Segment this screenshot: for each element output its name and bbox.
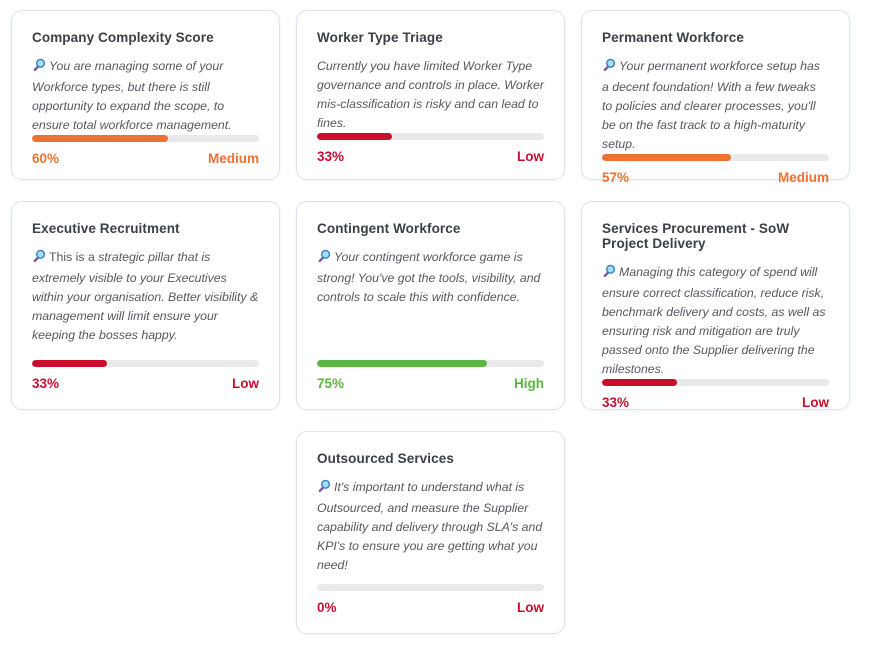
card-description-text: strategic pillar that is extremely visib…	[32, 250, 259, 343]
progress-track	[317, 133, 544, 141]
magnifying-glass-icon	[317, 479, 331, 499]
score-percent: 33%	[32, 376, 60, 391]
card-description: This is a strategic pillar that is extre…	[32, 248, 259, 345]
card-description: You are managing some of your Workforce …	[32, 57, 259, 135]
score-labels: 33% Low	[32, 376, 259, 391]
card-description: Currently you have limited Worker Type g…	[317, 57, 544, 133]
card-description-intro: This is a	[49, 250, 99, 264]
progress-track	[317, 360, 544, 367]
card-title: Company Complexity Score	[32, 30, 214, 45]
score-percent: 33%	[602, 395, 630, 411]
score-rating: Low	[517, 149, 544, 165]
score-labels: 33% Low	[602, 395, 829, 410]
card-description: Your permanent workforce setup has a dec…	[602, 57, 829, 154]
progress-track	[602, 379, 829, 387]
card-title: Contingent Workforce	[317, 221, 461, 236]
progress-fill	[32, 135, 169, 143]
score-rating: Low	[517, 600, 544, 615]
score-rating: Medium	[777, 170, 829, 186]
card-description-text: Managing this category of spend will ens…	[602, 265, 826, 377]
progress-section: 33% Low	[32, 360, 259, 391]
score-card: Executive Recruitment This is a strategi…	[11, 201, 280, 410]
score-percent: 33%	[317, 149, 345, 165]
progress-track	[602, 154, 829, 162]
magnifying-glass-icon	[32, 58, 46, 78]
progress-section: 75% High	[317, 360, 544, 391]
magnifying-glass-icon	[32, 249, 46, 269]
progress-section: 57% Medium	[602, 154, 829, 185]
score-card: Company Complexity Score You are managin…	[11, 10, 280, 180]
workforce-scorecard-grid: Company Complexity Score You are managin…	[11, 10, 850, 634]
progress-fill	[602, 154, 732, 162]
card-title: Executive Recruitment	[32, 221, 180, 236]
progress-fill	[32, 360, 107, 367]
score-percent: 0%	[317, 600, 337, 615]
score-percent: 57%	[602, 170, 630, 186]
progress-fill	[317, 133, 392, 141]
progress-track	[32, 360, 259, 367]
card-title: Services Procurement - SoW Project Deliv…	[602, 221, 790, 251]
score-card: Contingent Workforce Your contingent wor…	[296, 201, 565, 410]
score-labels: 0% Low	[317, 600, 544, 615]
card-description-text: Your contingent workforce game is strong…	[317, 250, 541, 305]
magnifying-glass-icon	[317, 249, 331, 269]
progress-fill	[602, 379, 677, 387]
card-title: Permanent Workforce	[602, 30, 744, 45]
score-card: Outsourced Services It's important to un…	[296, 431, 565, 634]
card-description-text: It's important to understand what is Out…	[317, 480, 543, 573]
card-description: It's important to understand what is Out…	[317, 478, 544, 575]
score-card: Services Procurement - SoW Project Deliv…	[581, 201, 850, 410]
progress-section: 33% Low	[602, 379, 829, 410]
score-rating: Low	[232, 376, 259, 391]
magnifying-glass-icon	[602, 58, 616, 78]
card-description: Your contingent workforce game is strong…	[317, 248, 544, 307]
score-rating: Low	[802, 395, 829, 411]
score-labels: 57% Medium	[602, 170, 829, 185]
score-labels: 75% High	[317, 376, 544, 391]
card-description-text: You are managing some of your Workforce …	[32, 59, 232, 133]
score-percent: 75%	[317, 376, 345, 391]
progress-section: 33% Low	[317, 133, 544, 164]
progress-section: 60% Medium	[32, 135, 259, 166]
score-labels: 33% Low	[317, 149, 544, 164]
score-rating: High	[514, 376, 544, 391]
magnifying-glass-icon	[602, 264, 616, 284]
card-description: Managing this category of spend will ens…	[602, 263, 829, 379]
progress-track	[317, 584, 544, 591]
progress-fill	[317, 360, 488, 367]
score-card: Permanent Workforce Your permanent workf…	[581, 10, 850, 185]
card-title: Outsourced Services	[317, 451, 454, 466]
score-card: Worker Type Triage Currently you have li…	[296, 10, 565, 180]
card-description-text: Your permanent workforce setup has a dec…	[602, 59, 820, 152]
card-title: Worker Type Triage	[317, 30, 443, 45]
score-labels: 60% Medium	[32, 151, 259, 166]
card-description-text: Currently you have limited Worker Type g…	[317, 59, 544, 131]
progress-section: 0% Low	[317, 584, 544, 615]
progress-track	[32, 135, 259, 143]
score-percent: 60%	[32, 151, 60, 167]
score-rating: Medium	[207, 151, 259, 167]
